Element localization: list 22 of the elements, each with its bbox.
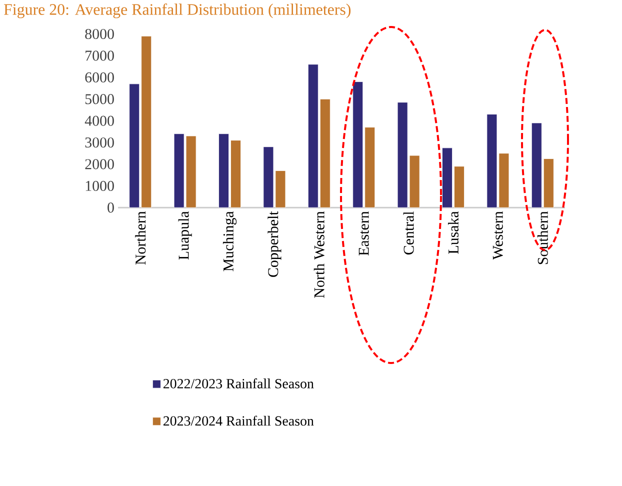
x-tick-label: Northern	[135, 211, 146, 265]
y-tick-label: 8000	[85, 28, 114, 40]
x-tick-label: Muchinga	[222, 211, 237, 272]
legend-label: 2023/2024 Rainfall Season	[163, 416, 314, 426]
x-tick-label: Southern	[537, 211, 548, 264]
x-tick-label: Copperbelt	[268, 211, 282, 277]
x-tick-label: North Western	[314, 211, 324, 298]
y-tick-label: 4000	[84, 116, 114, 126]
x-tick-label: Lusaka	[448, 211, 459, 254]
x-tick-label: Western	[492, 211, 503, 260]
y-tick-label: 0	[108, 202, 114, 213]
y-tick-label: 2000	[85, 159, 114, 170]
chart-title: Figure 20: Average Rainfall Distribution (millimeters)	[4, 4, 351, 18]
legend-label: 2022/2023 Rainfall Season	[163, 378, 314, 388]
y-tick-label: 7000	[86, 50, 114, 61]
y-tick-label: 5000	[85, 94, 114, 104]
y-tick-label: 3000	[85, 137, 114, 148]
y-tick-label: 6000	[85, 72, 114, 82]
x-tick-label: Central	[403, 211, 414, 254]
x-tick-label: Luapula	[178, 211, 192, 260]
y-tick-label: 1000	[86, 180, 114, 191]
x-tick-label: Eastern	[358, 211, 369, 256]
